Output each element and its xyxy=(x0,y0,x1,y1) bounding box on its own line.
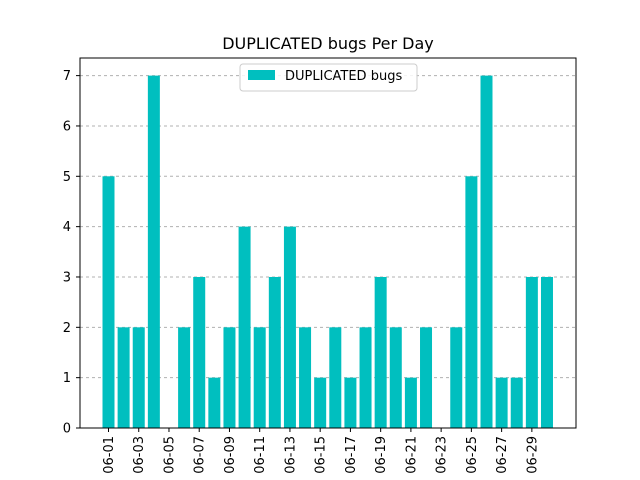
x-tick-label: 06-29 xyxy=(525,436,540,474)
chart-title: DUPLICATED bugs Per Day xyxy=(222,34,434,53)
x-axis: 06-01 06-03 06-05 06-07 06-09 06-11 06-13 06-15… xyxy=(102,428,540,474)
bar-06-21 xyxy=(404,377,417,428)
bar-06-06 xyxy=(178,327,191,428)
bar-06-18 xyxy=(359,327,372,428)
x-tick-label: 06-21 xyxy=(404,436,419,474)
bar-06-17 xyxy=(344,377,357,428)
y-tick-label: 3 xyxy=(63,270,71,285)
x-tick-label: 06-27 xyxy=(495,436,510,474)
y-tick-label: 5 xyxy=(63,170,71,185)
x-tick-label: 06-19 xyxy=(374,436,389,474)
bar-06-02 xyxy=(117,327,130,428)
bar-06-11 xyxy=(253,327,266,428)
y-tick-label: 7 xyxy=(63,69,71,84)
bar-06-28 xyxy=(510,377,523,428)
y-tick-label: 2 xyxy=(63,321,71,336)
bar-06-19 xyxy=(374,276,387,428)
x-tick-label: 06-17 xyxy=(344,436,359,474)
bar-06-01 xyxy=(102,176,115,428)
y-axis: 0 1 2 3 4 5 6 7 xyxy=(63,69,80,437)
x-tick-label: 06-09 xyxy=(223,436,238,474)
bar-06-16 xyxy=(329,327,342,428)
bar-06-10 xyxy=(238,226,251,428)
bar-06-04 xyxy=(147,75,160,428)
y-tick-label: 6 xyxy=(63,119,71,134)
bar-06-15 xyxy=(314,377,327,428)
legend: DUPLICATED bugs xyxy=(239,63,418,92)
bar-06-27 xyxy=(495,377,508,428)
x-tick-label: 06-15 xyxy=(314,436,329,474)
legend-label: DUPLICATED bugs xyxy=(285,69,402,84)
bar-06-14 xyxy=(299,327,312,428)
bars xyxy=(102,75,553,428)
x-tick-label: 06-01 xyxy=(102,436,117,474)
bar-06-08 xyxy=(208,377,221,428)
x-tick-label: 06-07 xyxy=(193,436,208,474)
legend-swatch xyxy=(248,70,275,80)
x-tick-label: 06-25 xyxy=(465,436,480,474)
bar-06-29 xyxy=(525,276,538,428)
y-tick-label: 0 xyxy=(63,422,71,437)
plot-frame xyxy=(79,57,577,429)
x-tick-label: 06-13 xyxy=(283,436,298,474)
x-tick-label: 06-23 xyxy=(435,436,450,474)
bar-06-24 xyxy=(450,327,463,428)
x-tick-label: 06-11 xyxy=(253,436,268,474)
bar-06-13 xyxy=(283,226,296,428)
bar-06-12 xyxy=(268,276,281,428)
bar-06-03 xyxy=(132,327,145,428)
bar-06-25 xyxy=(465,176,478,428)
legend-box xyxy=(239,63,418,92)
bar-06-20 xyxy=(389,327,402,428)
x-tick-label: 06-05 xyxy=(162,436,177,474)
x-tick-label: 06-03 xyxy=(132,436,147,474)
y-tick-label: 1 xyxy=(63,371,71,386)
bar-06-26 xyxy=(480,75,493,428)
bar-06-30 xyxy=(540,276,553,428)
bar-06-09 xyxy=(223,327,236,428)
bar-06-07 xyxy=(193,276,206,428)
y-tick-label: 4 xyxy=(63,220,71,235)
bar-06-22 xyxy=(420,327,433,428)
